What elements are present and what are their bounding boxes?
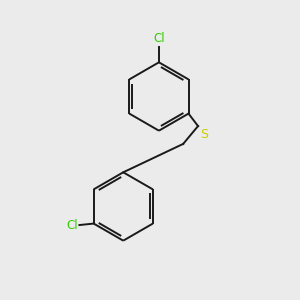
Text: Cl: Cl [153,32,165,45]
Text: S: S [200,128,208,142]
Text: Cl: Cl [66,218,78,232]
